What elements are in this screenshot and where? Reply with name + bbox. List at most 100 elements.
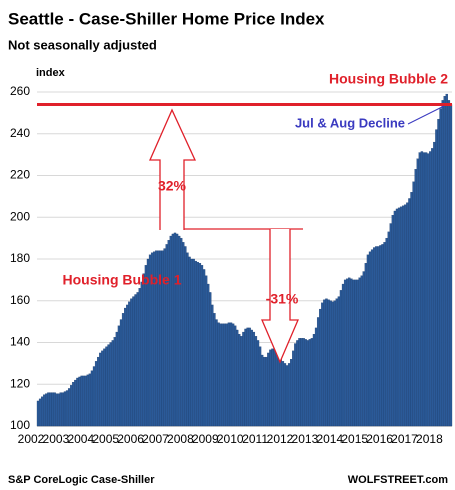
bar [38,398,42,427]
y-tick-label: 220 [10,168,30,182]
bar [74,379,77,427]
annotation: Housing Bubble 1 [63,272,182,288]
bar [65,390,69,427]
bar [370,249,374,427]
bar [130,298,133,427]
bar [109,342,112,427]
bar [404,204,407,427]
y-tick-label: 140 [10,335,30,349]
bar [140,281,143,427]
bar [385,237,388,427]
bar [391,215,395,427]
bar [190,258,193,427]
down-arrow [261,229,299,364]
x-tick-label: 2004 [67,432,94,446]
bar [283,363,287,427]
bar [372,247,376,427]
bar [134,294,137,427]
bar [256,340,260,427]
bar [213,313,216,427]
bar [41,396,44,427]
bar [221,323,224,427]
bar [252,331,256,427]
bar [182,242,185,427]
y-axis-label: index [36,67,66,79]
bar [142,273,146,427]
chart-subtitle: Not seasonally adjusted [8,37,157,52]
bar [238,333,241,427]
source: S&P CoreLogic Case-Shiller [8,474,155,486]
x-tick-label: 2018 [416,432,443,446]
bar [312,333,316,427]
bar [217,322,220,427]
bar [267,352,270,427]
bar [323,299,326,427]
x-tick-label: 2010 [217,432,244,446]
bar [254,336,258,427]
bar [188,256,191,427]
bar [169,235,173,427]
y-tick-label: 240 [10,126,30,140]
bar [402,205,405,427]
bar [431,148,434,427]
x-tick-label: 2003 [43,432,70,446]
bar [63,391,67,427]
x-tick-label: 2002 [18,432,45,446]
bar [196,261,199,427]
bar [387,231,390,427]
bar [447,100,451,427]
bar [45,393,48,427]
bar [426,153,430,427]
bar [124,307,127,427]
bar [343,279,347,427]
bar [381,244,384,427]
bar [341,283,345,427]
bar [277,352,280,427]
bar [408,198,411,427]
bar [111,340,114,427]
bar [99,352,102,427]
bar [424,152,428,427]
bar [173,232,177,427]
bar [236,329,239,427]
bar [144,265,148,427]
bar [186,252,189,427]
bar [36,400,40,427]
bar [393,210,397,427]
bar [67,388,71,427]
bar [364,263,368,427]
bar [271,348,274,427]
bar [138,288,141,427]
bar [310,338,314,427]
bar [445,93,448,427]
bar [302,338,305,427]
bar [433,141,436,427]
annotations: Housing Bubble 2 Jul & Aug Decline 32% -… [63,71,448,364]
bar [105,346,108,427]
bar [57,393,60,427]
bar [368,251,372,427]
bar [206,283,210,427]
bar [441,100,444,427]
bar [298,338,301,427]
bar [437,118,440,427]
x-tick-label: 2014 [316,432,343,446]
bar [219,323,222,427]
bar [258,346,262,427]
bar [242,331,245,427]
bar [265,356,268,427]
bar [175,233,179,427]
bar [339,290,343,427]
x-tick-label: 2007 [142,432,169,446]
bar [86,374,90,427]
y-tick-label: 100 [10,418,30,432]
bar [121,313,125,427]
bar [177,235,181,427]
bar [321,302,324,427]
bar [126,304,129,427]
bar [229,322,233,427]
bar [449,104,453,427]
bar [397,207,401,427]
bar [325,298,328,427]
bar [263,356,266,427]
